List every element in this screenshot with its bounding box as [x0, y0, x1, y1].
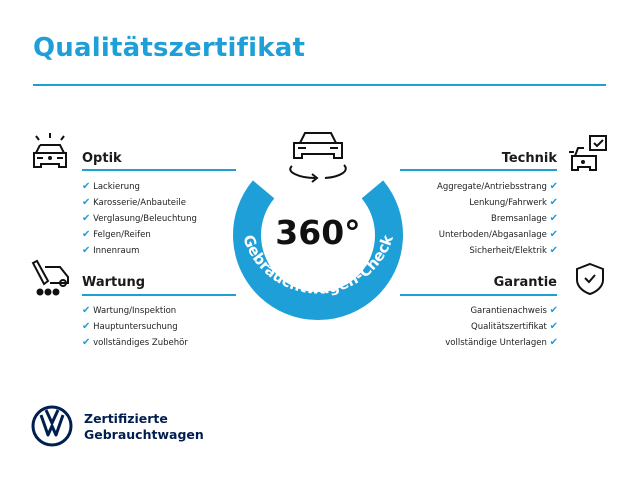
list-item: ✔ Verglasung/Beleuchtung: [82, 213, 197, 224]
section-divider: [400, 169, 557, 171]
service-tool-icon: [31, 259, 69, 296]
list-item: ✔ Hauptuntersuchung: [82, 321, 178, 332]
title-divider: [33, 84, 606, 86]
section-divider: [82, 169, 236, 171]
check-icon: ✔: [549, 197, 558, 208]
shield-check-icon: [576, 262, 604, 296]
list-item: ✔ Wartung/Inspektion: [82, 305, 177, 316]
footer-brand-text: Zertifizierte Gebrauchtwagen: [84, 411, 204, 442]
technik-list: Aggregate/Antriebsstrang ✔ Lenkung/Fahrw…: [380, 179, 558, 259]
vw-logo: [31, 405, 73, 447]
check-icon: ✔: [82, 321, 91, 332]
optik-list: ✔ Lackierung ✔ Karosserie/Anbauteile ✔ V…: [82, 179, 197, 259]
badge-ring: [233, 180, 403, 321]
check-icon: ✔: [82, 305, 91, 316]
check-icon: ✔: [82, 229, 91, 240]
check-icon: ✔: [82, 181, 91, 192]
check-icon: ✔: [549, 213, 558, 224]
check-icon: ✔: [82, 213, 91, 224]
list-item: vollständige Unterlagen ✔: [445, 337, 558, 348]
section-divider: [82, 294, 236, 296]
check-icon: ✔: [82, 337, 91, 348]
list-item: ✔ Lackierung: [82, 181, 140, 192]
check-icon: ✔: [549, 245, 558, 256]
garantie-list: Garantienachweis ✔ Qualitätszertifikat ✔…: [380, 303, 558, 351]
list-item: Qualitätszertifikat ✔: [471, 321, 558, 332]
check-icon: ✔: [549, 337, 558, 348]
section-heading-technik: Technik: [501, 151, 557, 166]
list-item: Unterboden/Abgasanlage ✔: [438, 229, 558, 240]
car-rotate-icon: [289, 132, 347, 183]
section-heading-wartung: Wartung: [82, 275, 146, 290]
section-divider: [400, 294, 557, 296]
check-icon: ✔: [549, 305, 558, 316]
list-item: ✔ Felgen/Reifen: [82, 229, 151, 240]
list-item: Lenkung/Fahrwerk ✔: [469, 197, 558, 208]
list-item: ✔ Karosserie/Anbauteile: [82, 197, 186, 208]
check-icon: ✔: [549, 181, 558, 192]
list-item: ✔ Innenraum: [82, 245, 140, 256]
check-icon: ✔: [82, 245, 91, 256]
list-item: Bremsanlage ✔: [491, 213, 558, 224]
list-item: Aggregate/Antriebsstrang ✔: [437, 181, 558, 192]
list-item: Sicherheit/Elektrik ✔: [469, 245, 558, 256]
check-icon: ✔: [549, 321, 558, 332]
car-checklist-icon: [569, 135, 607, 171]
page-title: Qualitätszertifikat: [33, 33, 306, 63]
car-lights-icon: [33, 133, 67, 168]
section-heading-garantie: Garantie: [493, 275, 557, 290]
badge-value: 360°: [275, 213, 360, 252]
list-item: ✔ vollständiges Zubehör: [82, 337, 188, 348]
check-icon: ✔: [549, 229, 558, 240]
section-heading-optik: Optik: [82, 151, 122, 166]
wartung-list: ✔ Wartung/Inspektion ✔ Hauptuntersuchung…: [82, 303, 188, 351]
check-icon: ✔: [82, 197, 91, 208]
list-item: Garantienachweis ✔: [470, 305, 558, 316]
